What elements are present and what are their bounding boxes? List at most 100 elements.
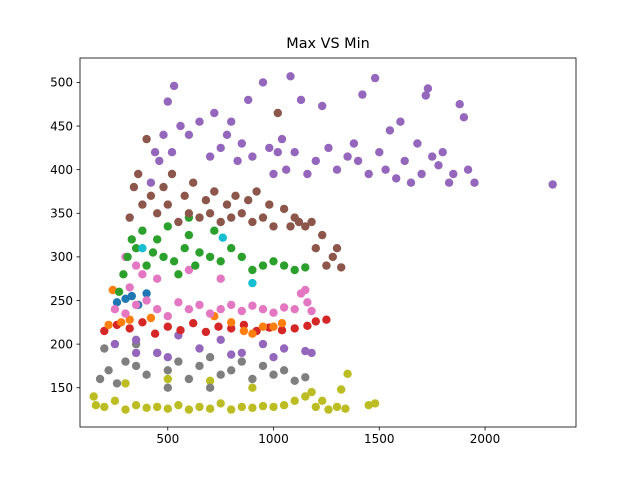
data-point xyxy=(277,326,287,335)
data-point xyxy=(233,156,242,166)
data-point xyxy=(104,320,113,330)
data-point xyxy=(142,134,151,144)
points-layer xyxy=(89,72,557,414)
data-point xyxy=(176,326,185,335)
data-point xyxy=(210,226,219,235)
data-point xyxy=(375,148,384,157)
data-point xyxy=(301,222,310,231)
data-point xyxy=(125,213,134,222)
y-tick-label: 500 xyxy=(50,76,73,90)
data-point xyxy=(163,374,172,384)
data-point xyxy=(159,182,168,192)
data-point xyxy=(265,200,274,209)
data-point xyxy=(150,329,160,338)
data-point xyxy=(169,81,179,91)
data-point xyxy=(303,169,312,179)
data-point xyxy=(324,143,333,153)
data-point xyxy=(311,244,320,253)
data-point xyxy=(138,318,147,327)
data-point xyxy=(294,217,304,227)
y-tick-label: 400 xyxy=(50,163,73,177)
data-point xyxy=(205,353,215,362)
data-point xyxy=(142,296,151,305)
data-point xyxy=(279,303,289,312)
data-point xyxy=(400,156,409,166)
data-point xyxy=(201,196,211,205)
data-point xyxy=(153,348,162,358)
data-point xyxy=(332,165,342,174)
data-point xyxy=(184,405,194,414)
data-point xyxy=(127,291,136,301)
data-point xyxy=(421,91,430,100)
data-point xyxy=(290,324,299,333)
data-point xyxy=(117,318,126,327)
x-tick-label: 1500 xyxy=(364,432,395,446)
data-point xyxy=(189,319,198,328)
data-point xyxy=(142,370,151,379)
data-point xyxy=(112,298,122,307)
y-tick-label: 450 xyxy=(50,119,73,133)
data-point xyxy=(227,117,236,126)
data-point xyxy=(155,156,164,166)
data-point xyxy=(138,270,147,279)
data-point xyxy=(237,306,246,316)
data-point xyxy=(163,353,172,362)
data-point xyxy=(142,403,151,412)
data-point xyxy=(150,148,160,157)
data-point xyxy=(214,322,223,331)
data-point xyxy=(258,261,268,270)
data-point xyxy=(244,196,253,205)
data-point xyxy=(269,169,278,179)
data-point xyxy=(131,348,141,358)
data-point xyxy=(89,392,98,401)
data-point xyxy=(174,217,183,227)
data-point xyxy=(322,261,331,270)
data-point xyxy=(434,161,443,170)
data-point xyxy=(277,134,287,144)
data-point xyxy=(258,78,268,87)
data-point xyxy=(227,213,236,222)
data-point xyxy=(216,274,225,283)
data-point xyxy=(91,401,101,410)
data-point xyxy=(227,350,236,359)
data-point xyxy=(153,235,162,244)
data-point xyxy=(114,287,124,296)
data-point xyxy=(125,283,134,292)
data-point xyxy=(134,169,143,179)
chart-title: Max VS Min xyxy=(286,36,369,52)
data-point xyxy=(100,326,109,336)
data-point xyxy=(153,274,162,283)
data-point xyxy=(163,366,172,375)
data-point xyxy=(370,73,380,83)
data-point xyxy=(258,305,268,314)
data-point xyxy=(296,95,306,105)
data-point xyxy=(125,324,134,333)
data-point xyxy=(210,108,219,118)
data-point xyxy=(301,373,310,382)
data-point xyxy=(385,126,395,135)
data-point xyxy=(269,222,278,231)
data-point xyxy=(328,252,337,262)
data-point xyxy=(301,285,310,295)
data-point xyxy=(110,396,120,405)
data-point xyxy=(269,308,278,317)
data-point xyxy=(184,130,194,139)
data-point xyxy=(129,182,139,192)
data-point xyxy=(413,139,422,148)
data-point xyxy=(201,327,211,337)
x-axis: 500 1000 1500 2000 xyxy=(156,427,500,446)
data-point xyxy=(455,100,464,109)
data-point xyxy=(216,370,225,379)
data-point xyxy=(301,392,310,401)
data-point xyxy=(303,321,312,330)
data-point xyxy=(153,402,162,412)
data-point xyxy=(205,252,215,262)
data-point xyxy=(337,263,346,272)
data-point xyxy=(174,357,183,366)
data-point xyxy=(248,329,257,338)
data-point xyxy=(131,335,141,344)
data-point xyxy=(216,399,225,408)
data-point xyxy=(169,257,179,266)
data-point xyxy=(227,405,236,414)
